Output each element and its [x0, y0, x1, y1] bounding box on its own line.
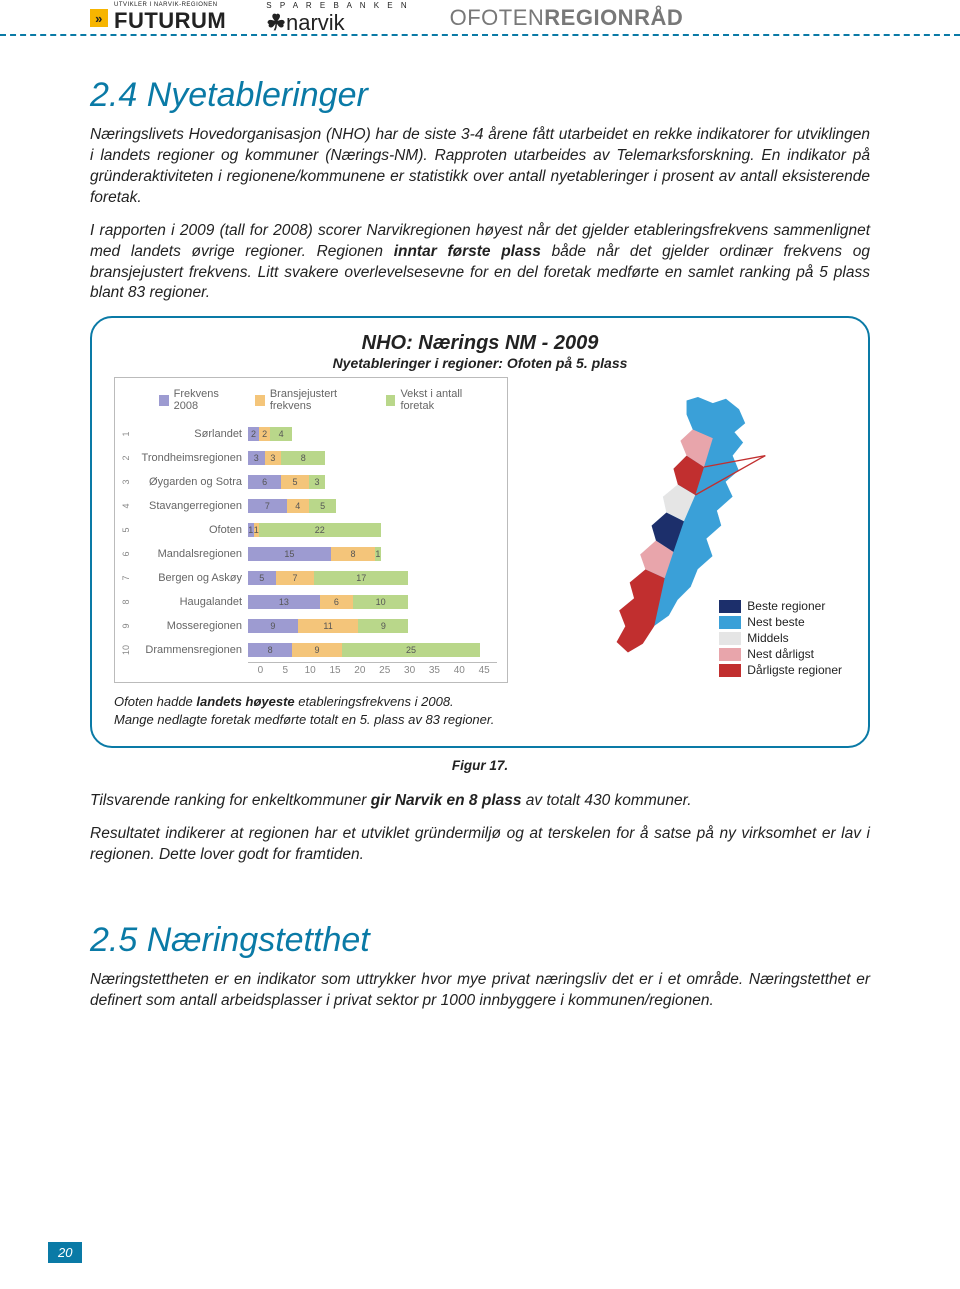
bar-chart: Frekvens 2008 Bransjejustert frekvens Veks… [114, 377, 508, 683]
body-paragraph: Næringstettheten er en indikator som utt… [90, 970, 870, 1012]
section-heading: 2.4 Nyetableringer [90, 76, 870, 115]
logo-futurum: » UTVIKLER I NARVIK-REGIONENFUTURUM [90, 2, 226, 34]
chart-row: 1Sørlandet224 [119, 422, 497, 446]
panel-title: NHO: Nærings NM - 2009 [114, 332, 846, 355]
arrow-icon: » [90, 9, 108, 27]
chart-row: 4Stavangerregionen745 [119, 494, 497, 518]
chart-row: 6Mandalsregionen1581 [119, 542, 497, 566]
logo-ofoten: OFOTENREGIONRÅD [450, 5, 684, 31]
map-legend-item: Middels [719, 631, 842, 645]
figure-panel: NHO: Nærings NM - 2009 Nyetableringer i … [90, 316, 870, 748]
panel-subtitle: Nyetableringer i regioner: Ofoten på 5. … [114, 355, 846, 371]
chart-row: 7Bergen og Askøy5717 [119, 566, 497, 590]
figure-label: Figur 17. [90, 758, 870, 773]
map-legend: Beste regioner Nest beste Middels Nest dårl… [719, 599, 842, 679]
body-paragraph: Tilsvarende ranking for enkeltkommuner g… [90, 791, 870, 812]
map-legend-item: Nest beste [719, 615, 842, 629]
map-legend-item: Nest dårligst [719, 647, 842, 661]
legend-item: Frekvens 2008 [159, 388, 237, 412]
page-number: 20 [48, 1242, 82, 1263]
chart-row: 8Haugalandet13610 [119, 590, 497, 614]
chart-row: 2Trondheimsregionen338 [119, 446, 497, 470]
chart-row: 10Drammensregionen8925 [119, 638, 497, 662]
section-heading: 2.5 Næringstetthet [90, 921, 870, 960]
chart-row: 3Øygarden og Sotra653 [119, 470, 497, 494]
page-header: » UTVIKLER I NARVIK-REGIONENFUTURUM S P … [0, 0, 960, 36]
legend-item: Vekst i antall foretak [386, 388, 487, 412]
norway-map: Beste regioner Nest beste Middels Nest dårl… [518, 377, 846, 683]
legend-item: Bransjejustert frekvens [255, 388, 368, 412]
chart-row: 9Mosseregionen9119 [119, 614, 497, 638]
chart-row: 5Ofoten1122 [119, 518, 497, 542]
logo-narvik: S P A R E B A N K E N ☘narvik [266, 1, 409, 36]
map-legend-item: Beste regioner [719, 599, 842, 613]
body-paragraph: Næringslivets Hovedorganisasjon (NHO) ha… [90, 125, 870, 209]
map-legend-item: Dårligste regioner [719, 663, 842, 677]
body-paragraph: I rapporten i 2009 (tall for 2008) score… [90, 221, 870, 305]
panel-caption: Ofoten hadde landets høyeste etablerings… [114, 693, 846, 728]
body-paragraph: Resultatet indikerer at regionen har et … [90, 824, 870, 866]
